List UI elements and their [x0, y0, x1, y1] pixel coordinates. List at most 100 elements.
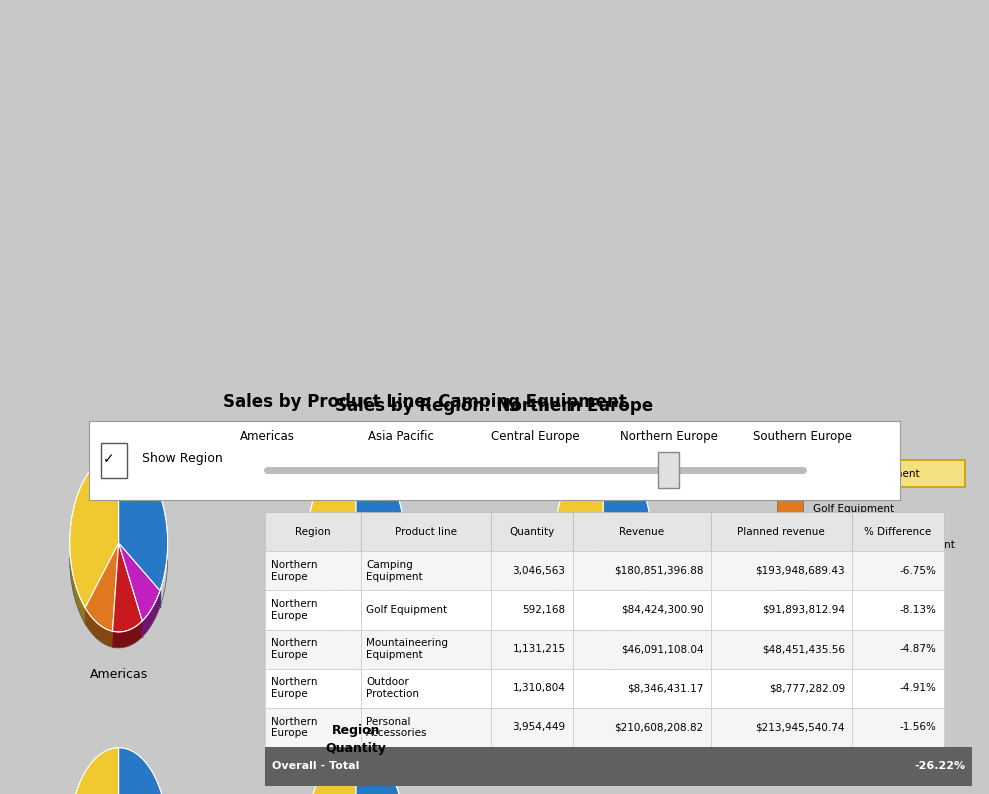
Text: 3,954,449: 3,954,449 [512, 723, 566, 732]
Text: 3,046,563: 3,046,563 [512, 566, 566, 576]
Bar [361, 669, 492, 707]
Polygon shape [588, 543, 621, 632]
Bar [492, 512, 573, 551]
Polygon shape [85, 608, 113, 647]
Text: Personal
Accessories: Personal Accessories [366, 716, 427, 738]
Text: $84,424,300.90: $84,424,300.90 [621, 605, 703, 615]
Bar [710, 591, 852, 630]
Bar [852, 551, 944, 591]
Bar [573, 669, 710, 707]
Text: $193,948,689.43: $193,948,689.43 [756, 566, 845, 576]
Bar [573, 707, 710, 747]
Bar [710, 551, 852, 591]
Text: Sales by Region: Northern Europe: Sales by Region: Northern Europe [335, 397, 654, 415]
Polygon shape [383, 581, 401, 634]
Polygon shape [566, 599, 588, 644]
Polygon shape [119, 454, 167, 591]
Bar [492, 707, 573, 747]
Text: Quantity: Quantity [509, 526, 555, 537]
Polygon shape [621, 591, 645, 642]
Bar [265, 707, 361, 747]
Text: Golf Equipment: Golf Equipment [813, 504, 894, 515]
Polygon shape [70, 454, 119, 608]
Text: Overall - Total: Overall - Total [272, 761, 359, 772]
Text: Camping Equipment: Camping Equipment [813, 468, 920, 479]
Bar [492, 551, 573, 591]
Bar [710, 669, 852, 707]
Polygon shape [113, 543, 142, 632]
Text: -8.13%: -8.13% [900, 605, 937, 615]
Bar [492, 630, 573, 669]
Bar [361, 591, 492, 630]
Text: $91,893,812.94: $91,893,812.94 [762, 605, 845, 615]
Text: Northern
Europe: Northern Europe [271, 599, 317, 621]
Bar [265, 669, 361, 707]
Text: Camping
Equipment: Camping Equipment [366, 560, 422, 582]
Text: Sales by Product Line: Camping Equipment: Sales by Product Line: Camping Equipment [224, 393, 627, 411]
Bar [710, 707, 852, 747]
Text: Asia Pacific: Asia Pacific [320, 668, 392, 680]
Text: Show Region: Show Region [141, 453, 223, 465]
Polygon shape [113, 621, 142, 648]
Text: Region: Region [331, 724, 381, 738]
Polygon shape [142, 591, 160, 637]
Polygon shape [356, 454, 405, 581]
Polygon shape [308, 454, 356, 604]
Bar [492, 591, 573, 630]
Bar [852, 591, 944, 630]
Polygon shape [69, 543, 85, 624]
Text: Central Europe: Central Europe [557, 668, 650, 680]
Text: Quantity: Quantity [325, 742, 387, 755]
Text: Outdoor
Protection: Outdoor Protection [366, 677, 419, 699]
Text: Region: Region [295, 526, 330, 537]
Text: Golf Equipment: Golf Equipment [366, 605, 447, 615]
Bar [776, 464, 803, 484]
Bar [659, 452, 679, 488]
Text: -4.87%: -4.87% [900, 644, 937, 654]
Text: Northern
Europe: Northern Europe [271, 677, 317, 699]
Bar [573, 551, 710, 591]
Text: Central Europe: Central Europe [491, 430, 580, 443]
Text: -1.56%: -1.56% [900, 723, 937, 732]
Text: 592,168: 592,168 [522, 605, 566, 615]
Text: Asia Pacific: Asia Pacific [368, 430, 434, 443]
Text: Outdoor Protection: Outdoor Protection [813, 576, 912, 586]
Text: $213,945,540.74: $213,945,540.74 [756, 723, 845, 732]
Polygon shape [555, 454, 603, 599]
FancyBboxPatch shape [101, 443, 128, 478]
Text: Mountaineering
Equipment: Mountaineering Equipment [366, 638, 448, 660]
Polygon shape [320, 604, 347, 646]
Polygon shape [554, 543, 566, 615]
Text: Personal Accessories: Personal Accessories [813, 611, 923, 622]
Text: Southern Europe: Southern Europe [754, 430, 853, 443]
Text: Americas: Americas [90, 668, 147, 680]
Text: Northern
Europe: Northern Europe [271, 716, 317, 738]
Text: 1,131,215: 1,131,215 [512, 644, 566, 654]
Bar [265, 747, 972, 786]
Polygon shape [356, 543, 401, 618]
Text: ✓: ✓ [103, 452, 115, 466]
Text: $180,851,396.88: $180,851,396.88 [614, 566, 703, 576]
Bar [573, 630, 710, 669]
Text: $210,608,208.82: $210,608,208.82 [614, 723, 703, 732]
Text: % Difference: % Difference [864, 526, 932, 537]
Text: Northern Europe: Northern Europe [620, 430, 718, 443]
Text: Northern
Europe: Northern Europe [271, 638, 317, 660]
Bar [852, 669, 944, 707]
Polygon shape [70, 748, 119, 794]
Bar [265, 630, 361, 669]
Polygon shape [603, 454, 652, 591]
Bar [852, 630, 944, 669]
Text: Mountaineering Equipment: Mountaineering Equipment [813, 540, 955, 550]
Bar [710, 512, 852, 551]
Text: $46,091,108.04: $46,091,108.04 [621, 644, 703, 654]
Text: $8,346,431.17: $8,346,431.17 [627, 683, 703, 693]
Polygon shape [603, 543, 645, 626]
Bar [361, 551, 492, 591]
Polygon shape [566, 543, 603, 627]
Text: -26.22%: -26.22% [914, 761, 965, 772]
Bar [776, 607, 803, 626]
Text: -6.75%: -6.75% [900, 566, 937, 576]
Text: Americas: Americas [240, 430, 295, 443]
Text: 1,310,804: 1,310,804 [512, 683, 566, 693]
